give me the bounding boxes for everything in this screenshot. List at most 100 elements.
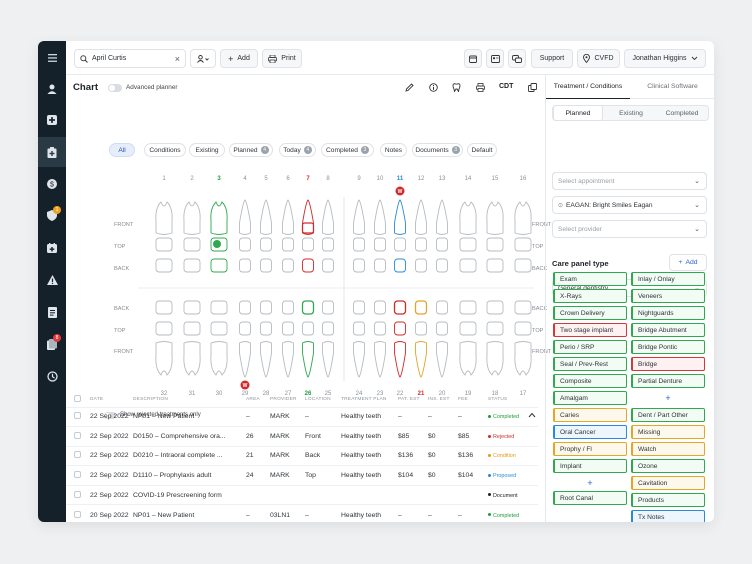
tooth-number-upper[interactable]: 5 bbox=[264, 176, 268, 182]
care-add-button[interactable]: + Add bbox=[669, 254, 707, 271]
tooth-number-upper[interactable]: 11 bbox=[396, 176, 404, 182]
tooth-number-upper[interactable]: 9 bbox=[357, 176, 361, 182]
care-item[interactable]: Root Canal bbox=[553, 491, 627, 505]
care-item[interactable]: Cavitation bbox=[631, 476, 705, 490]
filter-chip-notes[interactable]: Notes bbox=[380, 143, 407, 157]
care-item[interactable]: Veneers bbox=[631, 289, 705, 303]
col-treatment-plan[interactable]: TREATMENT PLAN bbox=[341, 397, 387, 403]
search-input[interactable]: April Curtis bbox=[92, 55, 127, 62]
tooth-column[interactable] bbox=[353, 199, 365, 378]
tooth-number-upper[interactable]: 10 bbox=[376, 176, 384, 182]
filter-chip-default[interactable]: Default bbox=[467, 143, 497, 157]
tooth-column[interactable] bbox=[374, 199, 386, 378]
col-ins-est[interactable]: INS. EST bbox=[428, 397, 450, 403]
table-row[interactable]: 20 Sep 2022 NP01 – New Patient –03LN1– Heal… bbox=[66, 504, 538, 522]
tooth-column[interactable] bbox=[393, 199, 407, 378]
tooth-number-lower[interactable]: 26 bbox=[304, 391, 312, 397]
care-item[interactable]: X-Rays bbox=[553, 289, 627, 303]
tooth-column[interactable] bbox=[260, 199, 272, 378]
col-date[interactable]: DATE bbox=[90, 397, 104, 403]
patient-icon[interactable] bbox=[38, 74, 66, 104]
col-pat-est[interactable]: PAT. EST bbox=[398, 397, 420, 403]
support-button[interactable]: Support bbox=[531, 49, 573, 68]
care-item[interactable]: Partial Denture bbox=[631, 374, 705, 388]
tab-treatment-conditions[interactable]: Treatment / Conditions bbox=[546, 75, 630, 99]
col-status[interactable]: STATUS bbox=[488, 397, 508, 403]
filter-chip-existing[interactable]: Existing bbox=[189, 143, 225, 157]
tooth-column[interactable] bbox=[459, 201, 477, 376]
tooth-column[interactable] bbox=[436, 199, 448, 378]
tooth-number-upper[interactable]: 8 bbox=[326, 176, 330, 182]
tooth-number-upper[interactable]: 3 bbox=[217, 176, 221, 182]
tooth-number-lower[interactable]: 25 bbox=[324, 391, 332, 397]
table-row[interactable]: 22 Sep 2022 D0210 – Intraoral complete ..… bbox=[66, 445, 538, 466]
cell-desc[interactable]: D0210 – Intraoral complete ... bbox=[133, 445, 246, 466]
row-checkbox[interactable] bbox=[74, 490, 81, 498]
insurance-shield-icon[interactable] bbox=[38, 200, 66, 230]
care-item[interactable]: Exam bbox=[553, 272, 627, 286]
tooth-number-upper[interactable]: 4 bbox=[243, 176, 247, 182]
location-select[interactable]: ⊙ EAGAN: Bright Smiles Eagan ⌄ bbox=[552, 196, 707, 214]
care-item[interactable]: Products bbox=[631, 493, 705, 507]
row-checkbox[interactable] bbox=[74, 412, 81, 420]
user-menu-button[interactable]: Jonathan Higgins bbox=[624, 49, 706, 68]
tooth-number-upper[interactable]: 12 bbox=[417, 176, 425, 182]
care-item[interactable]: Bridge bbox=[631, 357, 705, 371]
tooth-column[interactable] bbox=[414, 199, 428, 378]
tooth-number-lower[interactable]: 19 bbox=[464, 391, 472, 397]
care-item[interactable]: Oral Cancer bbox=[553, 425, 627, 439]
print-chart-icon[interactable] bbox=[476, 83, 485, 92]
edit-icon[interactable] bbox=[405, 83, 414, 92]
tooth-number-upper[interactable]: 6 bbox=[286, 176, 290, 182]
tooth-number-lower[interactable]: 30 bbox=[215, 391, 223, 397]
tooth-number-lower[interactable]: 17 bbox=[519, 391, 527, 397]
care-item[interactable]: Caries bbox=[553, 408, 627, 422]
messages-button[interactable] bbox=[508, 49, 526, 68]
care-item[interactable]: Dent / Part Other bbox=[631, 408, 705, 422]
col-description[interactable]: DESCRIPTION bbox=[133, 397, 168, 403]
segment-completed[interactable]: Completed bbox=[665, 109, 699, 117]
tooth-number-lower[interactable]: 23 bbox=[376, 391, 384, 397]
filter-chip-planned[interactable]: Planned 4 bbox=[229, 143, 273, 157]
table-row[interactable]: 22 Sep 2022 COVID-19 Prescreening form Doc… bbox=[66, 484, 538, 505]
chart-clipboard-icon[interactable] bbox=[38, 137, 66, 167]
forms-icon[interactable] bbox=[38, 329, 66, 359]
cell-provider[interactable]: MARK bbox=[270, 426, 305, 447]
tooth-column[interactable] bbox=[155, 201, 173, 376]
cell-provider[interactable]: MARK bbox=[270, 406, 305, 427]
tooth-number-upper[interactable]: 2 bbox=[190, 176, 194, 182]
care-item[interactable]: Missing bbox=[631, 425, 705, 439]
tooth-number-lower[interactable]: 27 bbox=[284, 391, 292, 397]
care-item[interactable]: Perio / SRP bbox=[553, 340, 627, 354]
tooth-number-lower[interactable]: 32 bbox=[160, 391, 168, 397]
cell-desc[interactable]: D0150 – Comprehensive ora... bbox=[133, 426, 246, 447]
tooth-number-upper[interactable]: 16 bbox=[519, 176, 527, 182]
care-item[interactable]: Composite bbox=[553, 374, 627, 388]
tooth-column[interactable] bbox=[282, 199, 294, 378]
add-care-item-button[interactable]: + bbox=[587, 478, 593, 488]
select-all-checkbox[interactable] bbox=[74, 395, 81, 403]
col-area[interactable]: AREA bbox=[246, 397, 260, 403]
cell-provider[interactable]: MARK bbox=[270, 465, 305, 486]
tooth-number-upper[interactable]: 14 bbox=[464, 176, 472, 182]
cell-desc[interactable]: COVID-19 Prescreening form bbox=[133, 484, 246, 505]
care-item[interactable]: Inlay / Onlay bbox=[631, 272, 705, 286]
care-item[interactable]: Two stage implant bbox=[553, 323, 627, 337]
row-checkbox[interactable] bbox=[74, 451, 81, 459]
care-item[interactable]: Ozone bbox=[631, 459, 705, 473]
cdt-button[interactable]: CDT bbox=[499, 83, 514, 90]
segment-existing[interactable]: Existing bbox=[619, 109, 643, 117]
provider-select[interactable]: Select provider ⌄ bbox=[552, 220, 707, 238]
filter-chip-all[interactable]: All bbox=[109, 143, 135, 157]
tooth-number-lower[interactable]: 29 bbox=[241, 391, 249, 397]
row-checkbox[interactable] bbox=[74, 431, 81, 439]
cell-provider[interactable] bbox=[270, 484, 305, 505]
table-row[interactable]: 22 Sep 2022 D1110 – Prophylaxis adult 24 MA… bbox=[66, 465, 538, 486]
tooth-number-upper[interactable]: 1 bbox=[162, 176, 166, 182]
col-fee[interactable]: FEE bbox=[458, 397, 468, 403]
tooth-column[interactable] bbox=[486, 201, 504, 376]
add-button[interactable]: + Add bbox=[220, 49, 258, 68]
tooth-number-upper[interactable]: 7 bbox=[306, 176, 310, 182]
info-icon[interactable] bbox=[429, 83, 438, 92]
alert-icon[interactable] bbox=[38, 265, 66, 295]
